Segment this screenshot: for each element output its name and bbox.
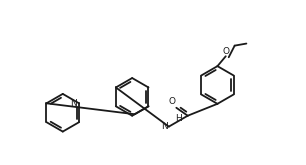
Text: H: H	[175, 114, 181, 123]
Text: O: O	[223, 47, 230, 56]
Text: O: O	[168, 97, 175, 106]
Text: N: N	[161, 122, 168, 131]
Text: N: N	[70, 99, 77, 108]
